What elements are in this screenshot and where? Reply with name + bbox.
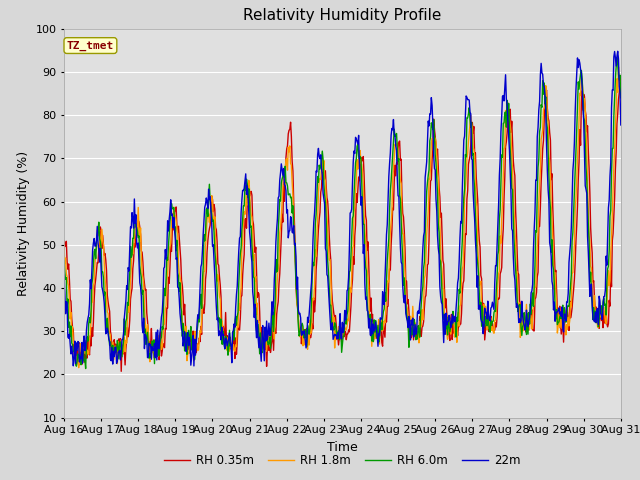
RH 6.0m — [183, 351, 191, 357]
RH 1.8m — [183, 358, 191, 363]
RH 6.0m — [335, 328, 342, 334]
RH 0.35m — [60, 238, 68, 244]
RH 6.0m — [389, 153, 397, 158]
RH 0.35m — [335, 342, 342, 348]
Y-axis label: Relativity Humidity (%): Relativity Humidity (%) — [17, 151, 30, 296]
RH 1.8m — [389, 177, 397, 182]
22m — [566, 240, 574, 246]
22m — [617, 122, 625, 128]
22m — [207, 209, 215, 215]
RH 1.8m — [75, 365, 83, 371]
22m — [614, 48, 621, 54]
22m — [190, 363, 198, 369]
RH 6.0m — [60, 258, 68, 264]
RH 6.0m — [444, 332, 451, 338]
Legend: RH 0.35m, RH 1.8m, RH 6.0m, 22m: RH 0.35m, RH 1.8m, RH 6.0m, 22m — [159, 449, 525, 472]
22m — [444, 319, 451, 325]
RH 6.0m — [613, 55, 621, 60]
Line: RH 1.8m: RH 1.8m — [64, 67, 621, 368]
RH 0.35m — [617, 75, 625, 81]
RH 0.35m — [183, 331, 191, 336]
RH 0.35m — [566, 315, 574, 321]
Text: TZ_tmet: TZ_tmet — [67, 40, 114, 51]
22m — [60, 272, 68, 278]
22m — [182, 348, 190, 354]
RH 0.35m — [389, 205, 397, 211]
RH 1.8m — [614, 64, 622, 70]
RH 6.0m — [617, 95, 625, 101]
RH 1.8m — [335, 324, 342, 329]
RH 1.8m — [617, 78, 625, 84]
22m — [335, 336, 342, 341]
RH 0.35m — [207, 207, 215, 213]
X-axis label: Time: Time — [327, 441, 358, 454]
RH 1.8m — [60, 242, 68, 248]
Line: RH 0.35m: RH 0.35m — [64, 78, 621, 372]
RH 6.0m — [207, 206, 215, 212]
RH 1.8m — [207, 199, 215, 205]
Line: 22m: 22m — [64, 51, 621, 366]
RH 1.8m — [444, 336, 451, 342]
Line: RH 6.0m: RH 6.0m — [64, 58, 621, 369]
RH 0.35m — [117, 369, 125, 374]
RH 0.35m — [444, 329, 451, 335]
22m — [389, 127, 397, 132]
RH 6.0m — [82, 366, 90, 372]
RH 1.8m — [566, 300, 574, 305]
RH 6.0m — [566, 283, 574, 289]
Title: Relativity Humidity Profile: Relativity Humidity Profile — [243, 9, 442, 24]
